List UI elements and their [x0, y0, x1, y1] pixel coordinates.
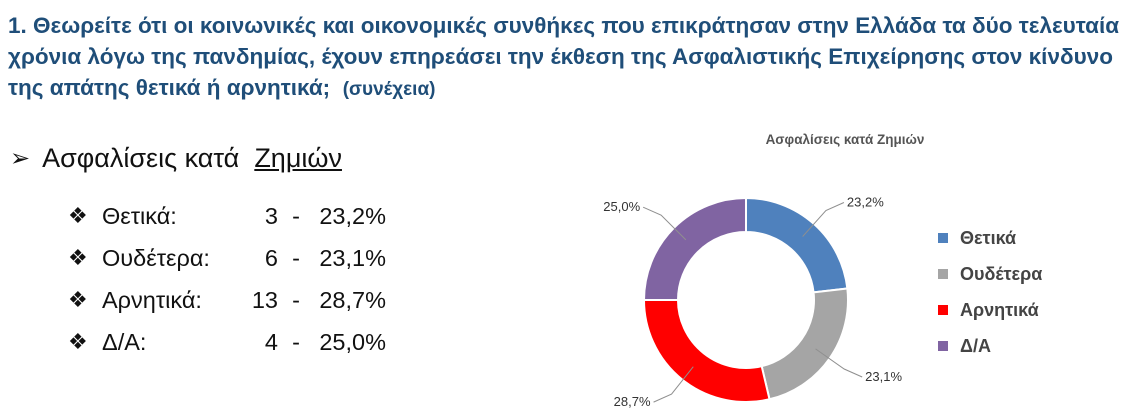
- item-percent: 28,7%: [319, 286, 386, 313]
- legend-item: Θετικά: [938, 220, 1042, 256]
- item-percent: 23,2%: [319, 202, 386, 229]
- donut-slice: [642, 299, 771, 403]
- list-item: ❖ Ουδέτερα: 6 - 23,1%: [68, 237, 386, 279]
- leader-line: [653, 366, 694, 403]
- list-item: ❖ Δ/Α: 4 - 25,0%: [68, 321, 386, 363]
- data-label: 25,0%: [603, 199, 640, 214]
- section-heading: ➢ Ασφαλίσεις κατά Ζημιών: [10, 143, 342, 174]
- data-label: 23,1%: [865, 369, 902, 384]
- data-label: 28,7%: [614, 394, 651, 409]
- question-continuation: (συνέχεια): [342, 79, 436, 100]
- heading-underlined: Ζημιών: [254, 143, 342, 173]
- item-label: Ουδέτερα:: [102, 244, 210, 271]
- legend-swatch: [938, 305, 948, 315]
- diamond-bullet-icon: ❖: [68, 245, 88, 270]
- diamond-bullet-icon: ❖: [68, 329, 88, 354]
- item-dash: -: [292, 244, 300, 271]
- list-item: ❖ Αρνητικά: 13 - 28,7%: [68, 279, 386, 321]
- leader-line: [815, 348, 863, 378]
- item-label: Θετικά:: [102, 202, 177, 229]
- donut-slice: [760, 287, 849, 401]
- legend-item: Ουδέτερα: [938, 256, 1042, 292]
- legend-swatch: [938, 269, 948, 279]
- chart-legend: Θετικά Ουδέτερα Αρνητικά Δ/Α: [938, 220, 1042, 364]
- legend-swatch: [938, 341, 948, 351]
- legend-label: Θετικά: [960, 227, 1017, 248]
- item-count: 13: [251, 286, 278, 313]
- leader-line: [642, 206, 687, 241]
- legend-item: Δ/Α: [938, 328, 1042, 364]
- legend-label: Ουδέτερα: [960, 263, 1043, 284]
- list-item: ❖ Θετικά: 3 - 23,2%: [68, 195, 386, 237]
- donut-chart-svg: 23,2% 23,1% 28,7% 25,0%: [603, 194, 902, 409]
- chart-title: Ασφαλίσεις κατά Ζημιών: [765, 132, 925, 147]
- item-label: Δ/Α:: [102, 328, 147, 355]
- legend-swatch: [938, 233, 948, 243]
- leader-line: [802, 202, 845, 237]
- question-text: 1. Θεωρείτε ότι οι κοινωνικές και οικονο…: [8, 13, 1120, 100]
- legend-label: Δ/Α: [960, 335, 991, 356]
- donut-chart: Ασφαλίσεις κατά Ζημιών 23,2% 23,1% 28,7% 25…: [560, 120, 1143, 419]
- item-dash: -: [292, 202, 300, 229]
- heading-prefix: Ασφαλίσεις κατά: [42, 143, 240, 173]
- diamond-bullet-icon: ❖: [68, 287, 88, 312]
- item-percent: 23,1%: [319, 244, 386, 271]
- arrow-bullet-icon: ➢: [10, 145, 31, 172]
- item-dash: -: [292, 328, 300, 355]
- legend-label: Αρνητικά: [960, 299, 1039, 320]
- item-dash: -: [292, 286, 300, 313]
- legend-item: Αρνητικά: [938, 292, 1042, 328]
- question-title: 1. Θεωρείτε ότι οι κοινωνικές και οικονο…: [8, 10, 1138, 105]
- data-label: 23,2%: [847, 194, 884, 209]
- item-percent: 25,0%: [319, 328, 386, 355]
- donut-slice: [745, 196, 849, 294]
- results-list: ❖ Θετικά: 3 - 23,2% ❖ Ουδέτερα: 6 - 23,1…: [68, 195, 386, 363]
- item-count: 6: [264, 244, 278, 271]
- diamond-bullet-icon: ❖: [68, 203, 88, 228]
- item-count: 4: [264, 328, 278, 355]
- item-count: 3: [264, 202, 278, 229]
- donut-slice: [642, 196, 747, 301]
- item-label: Αρνητικά:: [102, 286, 202, 313]
